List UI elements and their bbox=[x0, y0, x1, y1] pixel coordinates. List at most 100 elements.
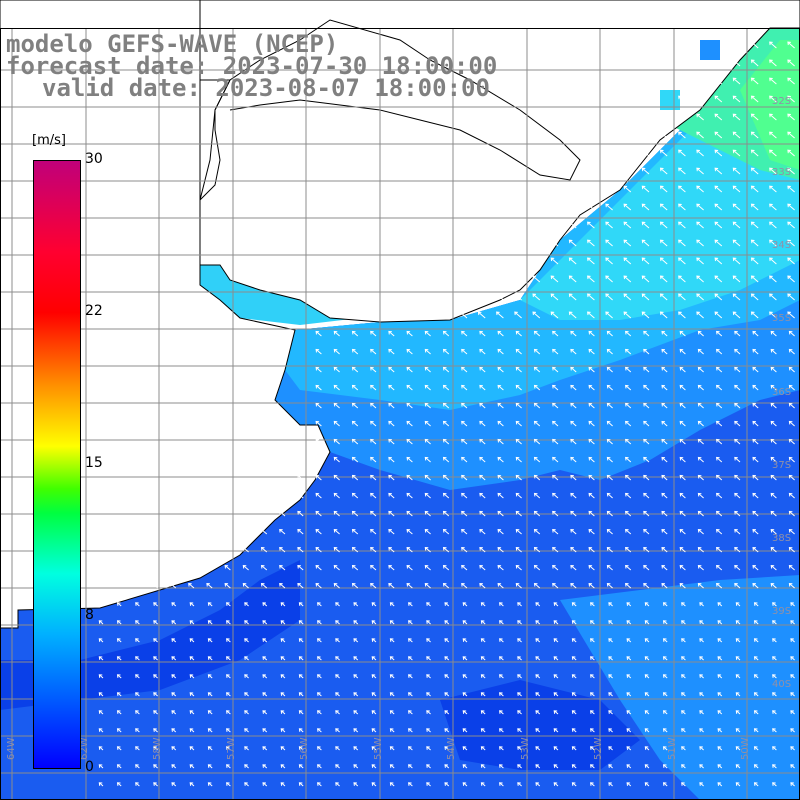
wind-arrow bbox=[260, 528, 268, 535]
wind-arrow bbox=[244, 638, 249, 643]
wind-arrow bbox=[370, 330, 377, 337]
wind-arrow bbox=[517, 602, 522, 607]
wind-arrow bbox=[552, 384, 559, 391]
wind-arrow bbox=[735, 764, 741, 769]
wind-arrow bbox=[408, 638, 413, 643]
wind-arrow bbox=[790, 710, 795, 715]
wind-arrow bbox=[753, 656, 759, 661]
wind-arrow bbox=[333, 384, 340, 391]
wind-arrow bbox=[280, 764, 286, 769]
wind-arrow bbox=[406, 564, 413, 571]
wind-arrow bbox=[242, 546, 249, 553]
wind-arrow bbox=[732, 131, 741, 139]
wind-arrow bbox=[388, 366, 395, 373]
wind-arrow bbox=[479, 330, 486, 337]
wind-arrow bbox=[732, 239, 741, 247]
wind-arrow bbox=[699, 692, 704, 697]
wind-arrow bbox=[787, 293, 795, 301]
wind-arrow bbox=[659, 311, 668, 319]
wind-arrow bbox=[244, 710, 249, 715]
wind-arrow bbox=[298, 764, 304, 769]
wind-arrow bbox=[659, 293, 668, 301]
wind-arrow bbox=[753, 710, 759, 715]
wind-arrow bbox=[644, 728, 650, 733]
wind-arrow bbox=[770, 528, 777, 535]
wind-arrow bbox=[678, 293, 686, 301]
wind-arrow bbox=[260, 582, 268, 589]
wind-arrow bbox=[770, 582, 777, 589]
wind-arrow bbox=[552, 564, 559, 571]
wind-arrow bbox=[699, 710, 704, 715]
wind-arrow bbox=[279, 546, 286, 553]
latitude-label: 37S bbox=[772, 460, 791, 471]
wind-arrow bbox=[353, 746, 359, 751]
wind-arrow bbox=[298, 602, 304, 607]
wind-arrow bbox=[297, 510, 304, 517]
wind-arrow bbox=[514, 311, 522, 319]
wind-arrow bbox=[351, 330, 359, 337]
wind-arrow bbox=[135, 728, 140, 733]
wind-arrow bbox=[371, 602, 377, 607]
wind-arrow bbox=[568, 293, 577, 301]
wind-arrow bbox=[406, 420, 413, 427]
wind-arrow bbox=[608, 656, 613, 661]
wind-arrow bbox=[752, 546, 759, 553]
wind-arrow bbox=[697, 474, 704, 481]
wind-arrow bbox=[769, 131, 777, 139]
wind-arrow bbox=[389, 620, 395, 625]
wind-arrow bbox=[643, 438, 650, 445]
wind-arrow bbox=[189, 746, 195, 751]
wind-arrow bbox=[662, 620, 668, 625]
wind-arrow bbox=[260, 546, 268, 553]
wind-arrow bbox=[550, 311, 559, 319]
wind-arrow bbox=[661, 438, 668, 445]
wind-arrow bbox=[734, 510, 741, 517]
wind-arrow bbox=[588, 564, 595, 571]
wind-arrow bbox=[206, 564, 213, 571]
wind-arrow bbox=[315, 348, 322, 355]
wind-arrow bbox=[659, 113, 668, 121]
wind-arrow bbox=[752, 564, 759, 571]
wind-arrow bbox=[623, 131, 632, 139]
wind-arrow bbox=[790, 620, 795, 625]
wind-arrow bbox=[732, 185, 741, 193]
wind-arrow bbox=[770, 474, 777, 481]
wind-arrow bbox=[553, 692, 559, 697]
wind-arrow bbox=[590, 656, 595, 661]
wind-arrow bbox=[734, 582, 741, 589]
wind-arrow bbox=[279, 510, 286, 517]
wind-arrow bbox=[570, 582, 577, 589]
wind-arrow bbox=[244, 674, 249, 679]
wind-arrow bbox=[461, 402, 468, 409]
wind-arrow bbox=[790, 746, 795, 751]
wind-arrow bbox=[678, 149, 686, 157]
wind-arrow bbox=[496, 239, 504, 247]
wind-arrow bbox=[716, 474, 723, 481]
wind-arrow bbox=[153, 656, 158, 661]
wind-arrow bbox=[606, 348, 613, 355]
wind-arrow bbox=[697, 528, 704, 535]
wind-arrow bbox=[353, 602, 359, 607]
wind-arrow bbox=[226, 638, 231, 643]
wind-arrow bbox=[697, 456, 704, 463]
wind-arrow bbox=[189, 674, 195, 679]
wind-arrow bbox=[626, 710, 632, 715]
wind-arrow bbox=[424, 492, 431, 499]
wind-arrow bbox=[461, 348, 468, 355]
wind-arrow bbox=[424, 474, 431, 481]
wind-arrow bbox=[605, 167, 613, 175]
title-model: modelo GEFS-WAVE (NCEP) bbox=[6, 30, 339, 58]
wind-arrow bbox=[406, 510, 413, 517]
wind-arrow bbox=[790, 602, 795, 607]
wind-arrow bbox=[424, 510, 431, 517]
wind-arrow bbox=[406, 546, 413, 553]
wind-arrow bbox=[588, 546, 595, 553]
river-line bbox=[199, 110, 221, 201]
wind-arrow bbox=[297, 546, 304, 553]
wind-arrow bbox=[678, 311, 686, 319]
wind-arrow bbox=[459, 257, 468, 265]
wind-arrow bbox=[732, 293, 741, 301]
wind-arrow bbox=[734, 366, 741, 373]
wind-arrow bbox=[769, 95, 777, 103]
wind-arrow bbox=[770, 384, 777, 391]
